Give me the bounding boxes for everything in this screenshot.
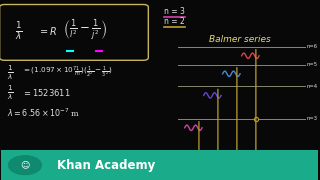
Text: n=4: n=4	[307, 84, 318, 89]
Text: $= R$: $= R$	[38, 25, 58, 37]
Circle shape	[9, 156, 41, 175]
FancyBboxPatch shape	[1, 150, 317, 180]
Text: Khan Academy: Khan Academy	[57, 159, 155, 172]
Text: n = 3: n = 3	[164, 7, 185, 16]
Text: $\frac{1}{\lambda}$: $\frac{1}{\lambda}$	[7, 84, 14, 102]
Text: n=2: n=2	[307, 156, 318, 161]
Text: n=3: n=3	[307, 116, 317, 121]
Text: $= 1523611$: $= 1523611$	[22, 87, 71, 98]
Text: $\frac{1}{\lambda}$: $\frac{1}{\lambda}$	[7, 64, 14, 82]
Text: n=6: n=6	[307, 44, 318, 49]
Text: $\lambda = 6.56\times10^{-7}$ m: $\lambda = 6.56\times10^{-7}$ m	[7, 106, 80, 119]
Text: $= (1.097\times10^{7}\!\frac{1}{m})(\frac{1}{2^2} - \frac{1}{3^2})$: $= (1.097\times10^{7}\!\frac{1}{m})(\fra…	[22, 65, 113, 80]
Text: ☺: ☺	[20, 161, 30, 170]
Text: n=5: n=5	[307, 62, 318, 67]
Text: Balmer series: Balmer series	[209, 35, 271, 44]
Text: n = 2: n = 2	[164, 17, 185, 26]
Text: $\left(\frac{1}{l^2} - \frac{1}{j^2}\right)$: $\left(\frac{1}{l^2} - \frac{1}{j^2}\rig…	[63, 18, 107, 43]
Text: $\frac{1}{\lambda}$: $\frac{1}{\lambda}$	[15, 20, 23, 43]
